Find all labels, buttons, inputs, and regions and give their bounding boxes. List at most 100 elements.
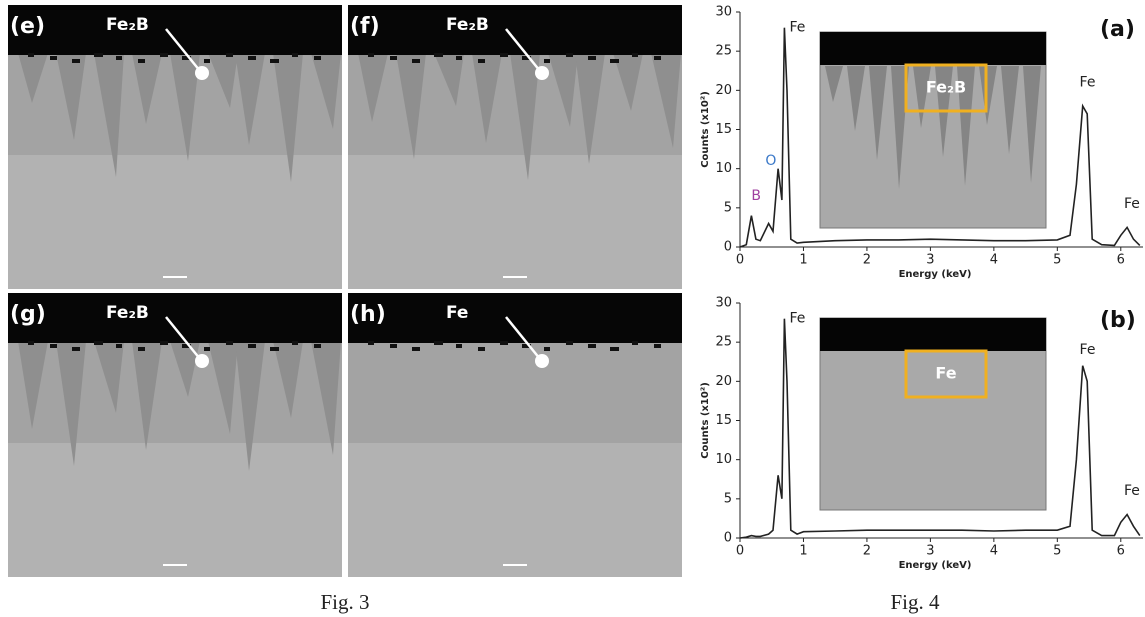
peak-label: B — [751, 188, 761, 204]
fe2b-tooth — [311, 341, 341, 455]
pore — [248, 344, 256, 348]
pointer-line — [165, 28, 201, 72]
fe2b-tooth — [957, 66, 975, 186]
panel-label: (h) — [350, 302, 386, 327]
pore — [50, 56, 57, 60]
fe2b-tooth — [208, 53, 238, 108]
pore — [390, 56, 397, 60]
analysis-box — [904, 63, 988, 113]
fe2b-tooth — [979, 66, 997, 125]
pore — [138, 59, 145, 63]
pore — [478, 59, 485, 63]
fe2b-tooth — [472, 53, 502, 143]
pore — [226, 341, 233, 345]
pore — [588, 344, 596, 348]
fe2b-tooth — [869, 66, 887, 160]
fe2b-tooth — [18, 53, 48, 103]
pore — [390, 344, 397, 348]
x-tick-label: 6 — [1117, 544, 1125, 559]
mount-region — [8, 293, 342, 343]
x-tick-label: 4 — [990, 253, 998, 268]
pore — [654, 344, 661, 348]
pointer-dot — [195, 66, 209, 80]
pointer-dot — [535, 66, 549, 80]
y-tick-label: 5 — [724, 491, 732, 506]
panel-label: (e) — [10, 14, 45, 39]
panel-label: (b) — [1100, 308, 1136, 333]
pore — [368, 341, 374, 345]
figure-caption: Fig. 3 — [320, 590, 369, 614]
y-tick-label: 30 — [715, 5, 732, 20]
pointer-dot — [535, 354, 549, 368]
fe2b-tooth — [132, 53, 162, 124]
pore — [160, 341, 168, 345]
pore — [500, 53, 508, 57]
pointer-line — [165, 316, 201, 360]
peak-label: Fe — [1080, 75, 1096, 91]
pore — [292, 53, 298, 57]
fe2b-tooth — [273, 341, 303, 418]
pore — [412, 59, 420, 63]
fe2b-tooth — [613, 53, 643, 111]
pore — [226, 53, 233, 57]
pore — [654, 56, 661, 60]
fe2b-tooth — [235, 341, 265, 471]
pore — [270, 59, 279, 63]
pore — [292, 341, 298, 345]
mount-region — [8, 5, 342, 55]
pore — [368, 53, 374, 57]
y-tick-label: 20 — [715, 374, 732, 389]
pore — [434, 341, 443, 345]
pore — [182, 56, 191, 60]
peak-label: Fe — [1080, 342, 1096, 358]
fe2b-tooth — [235, 53, 265, 145]
fe2b-tooth — [575, 53, 605, 164]
pore — [50, 344, 57, 348]
pore — [314, 344, 321, 348]
pore — [588, 56, 596, 60]
fe2b-tooth — [1023, 66, 1041, 183]
coating-layer — [348, 343, 682, 443]
pore — [610, 347, 619, 351]
phase-label: Fe — [446, 303, 468, 323]
analysis-box — [904, 349, 988, 399]
pore — [94, 53, 103, 57]
x-tick-label: 0 — [736, 253, 744, 268]
phase-label: Fe₂B — [106, 15, 149, 35]
pore — [610, 59, 619, 63]
pore — [632, 341, 638, 345]
pore — [500, 341, 508, 345]
pore — [182, 344, 191, 348]
y-tick-label: 25 — [715, 44, 732, 59]
y-axis-label: Counts (x10²) — [700, 382, 711, 459]
fe2b-tooth — [847, 66, 865, 131]
inset-label: Fe — [935, 364, 956, 383]
pore — [204, 347, 210, 351]
fe2b-tooth — [548, 53, 578, 127]
panel-label: (a) — [1100, 17, 1135, 42]
y-axis-label: Counts (x10²) — [700, 91, 711, 168]
fe2b-tooth — [132, 341, 162, 450]
spectrum-line — [739, 318, 1141, 539]
y-tick-label: 10 — [715, 452, 732, 467]
fe2b-tooth — [56, 53, 86, 140]
fe2b-tooth — [358, 53, 388, 122]
mount-region — [348, 5, 682, 55]
x-tick-label: 2 — [863, 544, 871, 559]
pore — [478, 347, 485, 351]
pore — [94, 341, 103, 345]
pore — [434, 53, 443, 57]
x-tick-label: 2 — [863, 253, 871, 268]
pore — [522, 56, 531, 60]
fe2b-tooth — [510, 53, 540, 180]
pointer-dot — [195, 354, 209, 368]
pore — [270, 347, 279, 351]
x-axis-label: Energy (keV) — [899, 560, 972, 571]
y-tick-label: 5 — [724, 200, 732, 215]
x-tick-label: 6 — [1117, 253, 1125, 268]
fe2b-tooth — [94, 53, 124, 177]
pore — [28, 53, 34, 57]
pore — [522, 344, 531, 348]
pore — [544, 347, 550, 351]
y-tick-label: 30 — [715, 296, 732, 311]
